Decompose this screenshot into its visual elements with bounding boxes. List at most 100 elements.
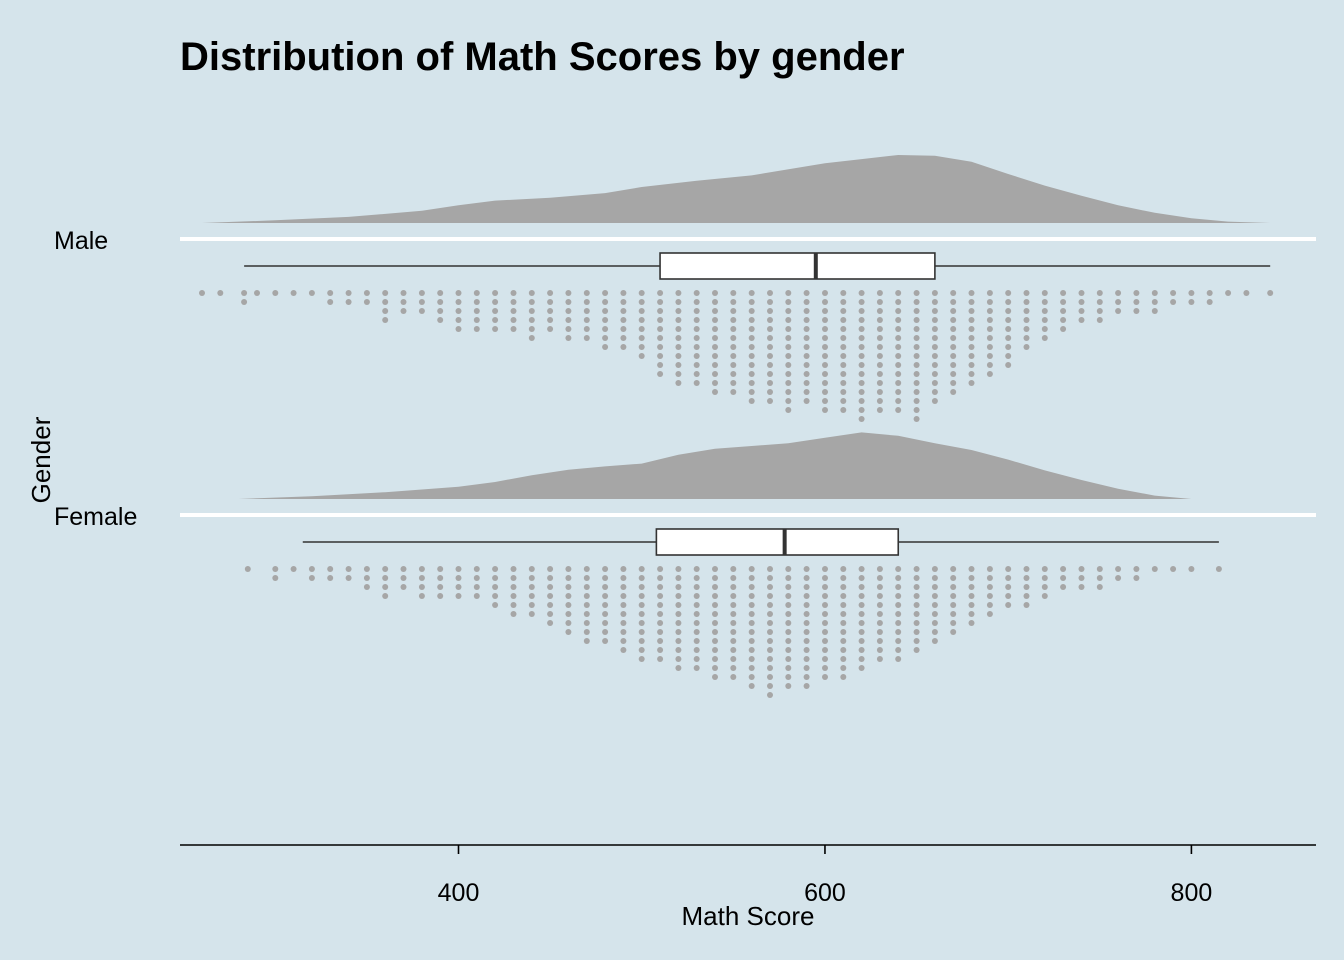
dot xyxy=(913,308,920,314)
dot xyxy=(1151,308,1158,314)
dot xyxy=(876,299,883,305)
dot xyxy=(583,308,590,314)
dot xyxy=(675,290,682,296)
dot xyxy=(840,389,847,395)
dot xyxy=(748,353,755,359)
dot xyxy=(1005,566,1012,572)
dot xyxy=(1005,353,1012,359)
dot xyxy=(840,299,847,305)
dot xyxy=(602,335,609,341)
dot xyxy=(730,584,737,590)
dot xyxy=(785,353,792,359)
dot xyxy=(803,584,810,590)
dot xyxy=(858,317,865,323)
dot xyxy=(895,308,902,314)
dot xyxy=(473,308,480,314)
dot xyxy=(858,380,865,386)
dot xyxy=(748,674,755,680)
dot xyxy=(858,620,865,626)
dot xyxy=(913,407,920,413)
dot xyxy=(620,317,627,323)
dot xyxy=(730,656,737,662)
dot xyxy=(492,593,499,599)
dot xyxy=(693,290,700,296)
dot xyxy=(840,584,847,590)
dot xyxy=(712,344,718,350)
dot xyxy=(583,602,590,608)
dot xyxy=(1078,290,1085,296)
dot xyxy=(858,344,865,350)
dot xyxy=(657,575,664,581)
dot xyxy=(272,290,279,296)
dot xyxy=(767,647,773,653)
dot xyxy=(693,380,700,386)
dot xyxy=(858,299,865,305)
dot xyxy=(730,380,737,386)
dot xyxy=(803,344,810,350)
dot xyxy=(876,638,883,644)
dot xyxy=(712,602,718,608)
dot xyxy=(657,371,664,377)
dot xyxy=(730,344,737,350)
dot xyxy=(876,611,883,617)
dot xyxy=(876,629,883,635)
dot xyxy=(840,674,847,680)
dot xyxy=(620,584,627,590)
dot xyxy=(712,647,718,653)
dot xyxy=(895,317,902,323)
dot xyxy=(858,584,865,590)
dot xyxy=(565,629,572,635)
dot xyxy=(1096,299,1103,305)
dot xyxy=(876,362,883,368)
dot xyxy=(620,299,627,305)
density-female xyxy=(238,432,1219,499)
dot xyxy=(1023,308,1030,314)
dot xyxy=(473,317,480,323)
dot xyxy=(602,620,609,626)
dot xyxy=(931,620,938,626)
dot xyxy=(1215,566,1222,572)
dot xyxy=(583,299,590,305)
dot xyxy=(638,317,645,323)
dot xyxy=(785,620,792,626)
dot xyxy=(547,317,554,323)
dot xyxy=(803,593,810,599)
dot xyxy=(602,326,609,332)
dot xyxy=(1041,575,1048,581)
dot xyxy=(1243,290,1250,296)
dot xyxy=(785,317,792,323)
dot xyxy=(767,389,773,395)
dot xyxy=(968,602,975,608)
dot xyxy=(1115,575,1122,581)
dot xyxy=(876,602,883,608)
dot xyxy=(547,602,554,608)
dot xyxy=(876,575,883,581)
dot xyxy=(895,344,902,350)
dot xyxy=(1041,326,1048,332)
dot xyxy=(382,308,389,314)
dot xyxy=(895,656,902,662)
dot xyxy=(730,290,737,296)
dot xyxy=(217,290,224,296)
dot xyxy=(950,584,957,590)
dot xyxy=(968,335,975,341)
dot xyxy=(620,602,627,608)
dot xyxy=(822,362,828,368)
dot xyxy=(492,575,499,581)
dot xyxy=(858,371,865,377)
dot xyxy=(822,620,828,626)
dot xyxy=(693,638,700,644)
dot xyxy=(968,620,975,626)
dot xyxy=(840,362,847,368)
dot xyxy=(583,638,590,644)
dot xyxy=(657,335,664,341)
dot xyxy=(602,593,609,599)
dot xyxy=(950,308,957,314)
dot xyxy=(858,308,865,314)
dot xyxy=(638,326,645,332)
dot xyxy=(199,290,205,296)
dot xyxy=(693,353,700,359)
dot xyxy=(547,290,554,296)
dot xyxy=(712,575,718,581)
dot xyxy=(785,371,792,377)
